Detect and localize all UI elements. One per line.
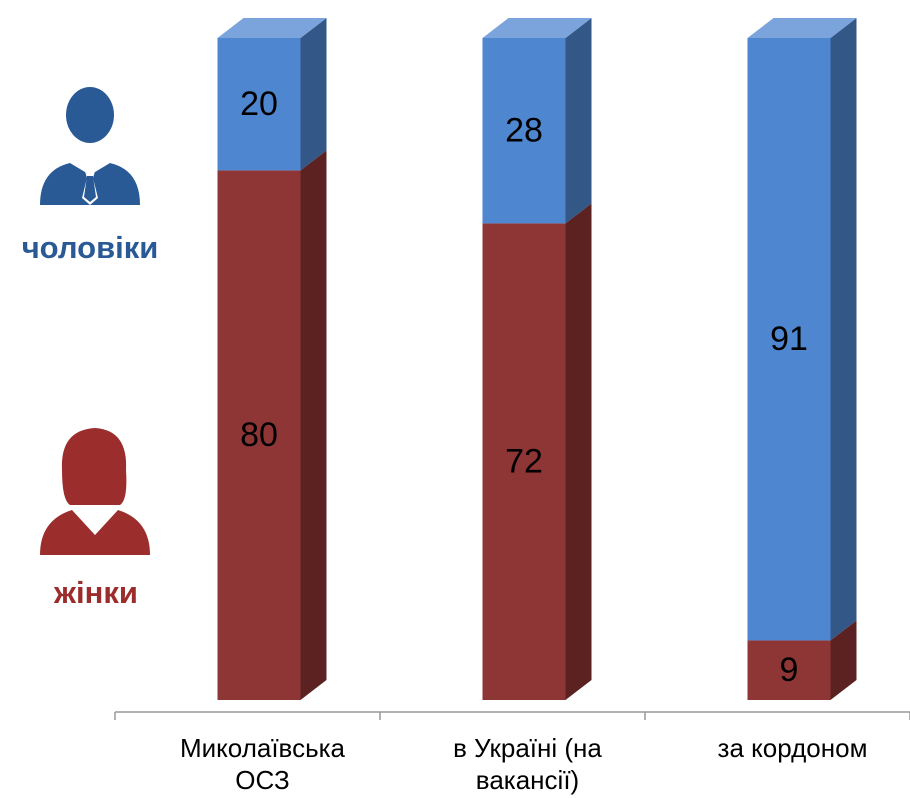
- bar-front: [482, 223, 566, 701]
- bar-segment: [217, 150, 327, 700]
- bar-segment: [482, 18, 592, 224]
- bar-front: [747, 38, 831, 641]
- bar-front: [217, 170, 301, 700]
- bar-side: [300, 18, 327, 171]
- bar-segment: [747, 18, 857, 641]
- woman-icon: [40, 428, 150, 555]
- bar-top: [747, 18, 857, 38]
- bar-side: [830, 18, 857, 641]
- value-label: 91: [770, 320, 808, 358]
- value-label: 72: [505, 443, 543, 481]
- bar-front: [482, 38, 566, 224]
- bar-side: [830, 620, 857, 700]
- bar-top: [482, 18, 592, 38]
- value-label: 80: [240, 416, 278, 454]
- legend-label: жінки: [54, 575, 138, 610]
- bar-segment: [217, 18, 327, 171]
- bar-side: [565, 18, 592, 224]
- legend-label: чоловіки: [21, 230, 159, 265]
- bar-segment: [482, 203, 592, 701]
- bar-segment: [747, 620, 857, 700]
- bar-side: [565, 203, 592, 701]
- bar-top: [217, 18, 327, 38]
- x-tick-label: Миколаївська ОСЗ: [179, 733, 346, 795]
- value-label: 20: [240, 85, 278, 123]
- x-tick-label: в Україні (на вакансії): [453, 733, 602, 795]
- bar-side: [300, 150, 327, 700]
- value-label: 9: [780, 651, 799, 689]
- x-tick-label: за кордоном: [717, 733, 868, 763]
- bar-front: [747, 640, 831, 700]
- bar-front: [217, 38, 301, 171]
- man-icon: [40, 87, 140, 205]
- value-label: 28: [505, 112, 543, 150]
